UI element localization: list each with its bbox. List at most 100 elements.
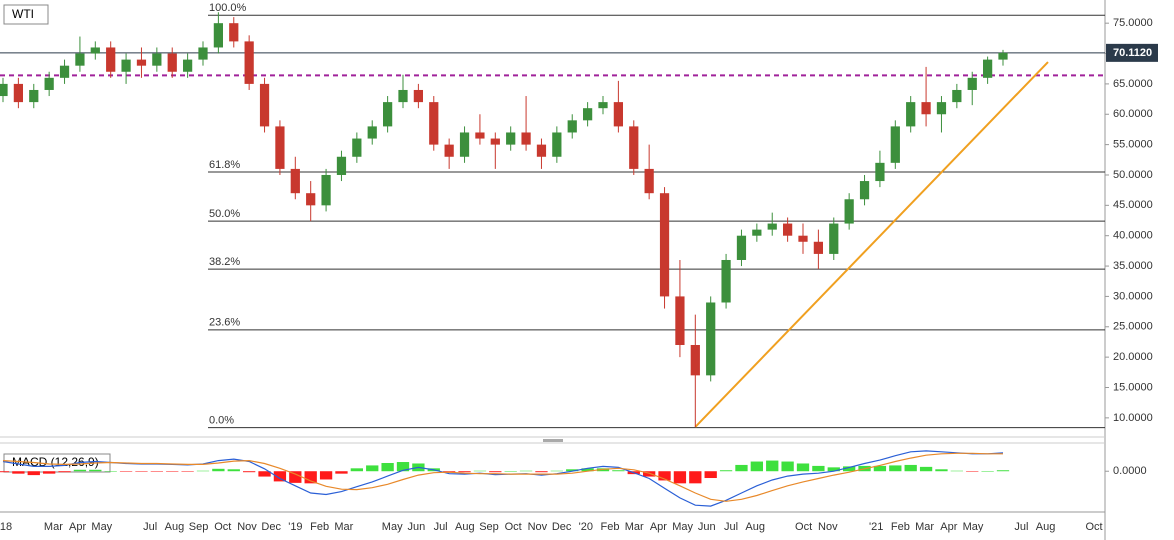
x-tick-label: Nov — [237, 521, 257, 533]
candle-body — [413, 89, 423, 103]
x-tick-label: '19 — [288, 521, 302, 533]
candle-body — [567, 120, 577, 133]
histogram-bar — [458, 471, 471, 473]
x-tick-label: '21 — [869, 521, 883, 533]
histogram-bar — [73, 469, 87, 472]
x-tick-label: Mar — [44, 521, 63, 533]
x-tick-label: Oct — [214, 521, 231, 533]
candle-body — [321, 174, 331, 206]
x-tick-label: Feb — [310, 521, 329, 533]
candle-body — [213, 23, 223, 48]
candle-body — [75, 53, 85, 66]
y-tick-label: 25.0000 — [1113, 321, 1153, 333]
histogram-bar — [12, 471, 25, 474]
candle-body — [967, 77, 977, 90]
histogram-bar — [535, 471, 548, 473]
candle-body — [398, 89, 408, 103]
histogram-bar — [243, 471, 256, 473]
candle-body — [106, 47, 116, 72]
fib-label: 38.2% — [209, 256, 240, 268]
histogram-bar — [135, 471, 148, 472]
candle-body — [721, 259, 731, 303]
candle-body — [536, 144, 547, 157]
candle-body — [906, 102, 916, 127]
last-price-label: 70.1120 — [1113, 47, 1152, 59]
fib-label: 23.6% — [209, 317, 240, 329]
histogram-bar — [996, 470, 1010, 472]
trendline — [694, 61, 1049, 428]
histogram-bar — [827, 467, 840, 472]
candle-body — [29, 89, 39, 103]
histogram-bar — [643, 471, 656, 477]
y-tick-label: 10.0000 — [1113, 412, 1153, 424]
histogram-bar — [904, 464, 917, 472]
candle-body — [783, 223, 793, 236]
candle-body — [936, 102, 947, 115]
candle-body — [459, 132, 470, 157]
candle-body — [0, 83, 8, 97]
x-tick-label: Nov — [818, 521, 838, 533]
candle-body — [752, 229, 762, 236]
x-tick-label: Dec — [552, 521, 572, 533]
histogram-bar — [366, 465, 379, 472]
x-tick-label: Jun — [698, 521, 716, 533]
candle-body — [859, 181, 870, 200]
y-tick-label: 35.0000 — [1113, 260, 1153, 272]
macd-title: MACD (12,26,9) — [12, 455, 99, 469]
candle-body — [952, 89, 962, 103]
histogram-bar — [766, 460, 779, 472]
histogram-bar — [612, 470, 625, 472]
candle-body — [136, 59, 147, 66]
y-tick-label: 40.0000 — [1113, 230, 1153, 242]
candle-body — [352, 138, 362, 157]
candle-body — [306, 193, 316, 206]
x-tick-label: Jul — [434, 521, 448, 533]
candle-body — [275, 126, 285, 169]
candle-body — [90, 47, 100, 54]
histogram-bar — [550, 470, 563, 472]
candle-body — [444, 144, 454, 157]
candle-body — [736, 235, 747, 260]
candle-body — [429, 102, 439, 145]
histogram-bar — [843, 466, 856, 472]
macd-line — [2, 452, 1003, 502]
candle-body — [583, 108, 593, 121]
candle-body — [244, 41, 254, 84]
histogram-bar — [181, 471, 194, 472]
histogram-bar — [104, 471, 117, 472]
candle-body — [690, 344, 700, 376]
x-tick-label: Aug — [165, 521, 185, 533]
histogram-bar — [981, 471, 994, 472]
x-tick-label: Jul — [1014, 521, 1028, 533]
candle-body — [844, 199, 854, 224]
histogram-bar — [489, 471, 502, 473]
histogram-bar — [258, 471, 271, 477]
histogram-bar — [473, 470, 487, 472]
candle-body — [767, 223, 777, 230]
histogram-bar — [935, 469, 948, 472]
candle-body — [13, 83, 23, 103]
histogram-bar — [735, 464, 748, 472]
histogram-bar — [966, 471, 979, 472]
legend-box — [3, 4, 49, 25]
x-tick-label: '20 — [579, 521, 593, 533]
x-tick-label: Aug — [745, 521, 765, 533]
x-tick-label: Jul — [724, 521, 738, 533]
candle-body — [829, 223, 839, 254]
candle-body — [167, 53, 177, 72]
x-tick-label: Feb — [891, 521, 910, 533]
candle-body — [613, 102, 623, 127]
x-tick-label: Aug — [455, 521, 475, 533]
candle-body — [290, 168, 300, 194]
x-tick-label: Mar — [334, 521, 353, 533]
candle-body — [44, 77, 54, 90]
chart-title: WTI — [12, 7, 34, 21]
y-tick-label: 75.0000 — [1113, 17, 1153, 29]
y-tick-label: 15.0000 — [1113, 381, 1153, 393]
histogram-bar — [196, 470, 210, 472]
pane-handle[interactable] — [543, 439, 563, 442]
candle-body — [644, 168, 654, 194]
histogram-bar — [519, 470, 533, 472]
